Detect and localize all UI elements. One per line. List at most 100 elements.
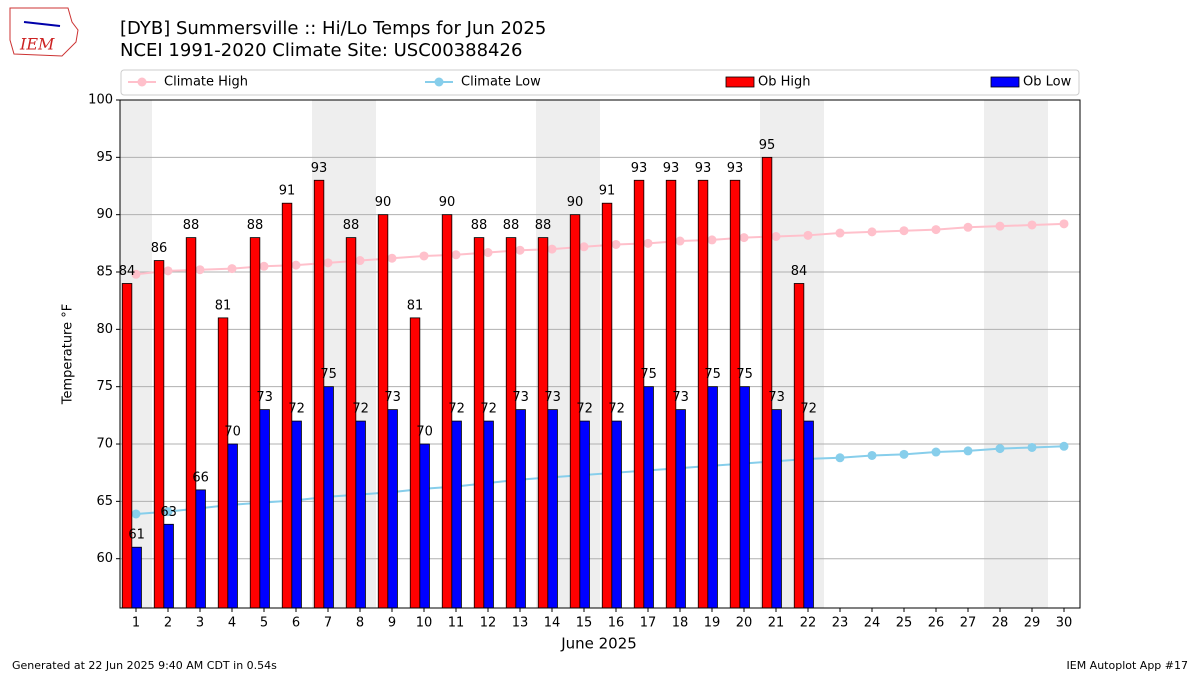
value-label: 90 bbox=[567, 195, 584, 210]
bar bbox=[729, 179, 741, 608]
point bbox=[131, 509, 141, 519]
x-tick-label: 16 bbox=[608, 616, 625, 631]
x-tick-label: 6 bbox=[292, 616, 300, 631]
x-tick-label: 13 bbox=[512, 616, 529, 631]
point bbox=[419, 251, 429, 261]
bar bbox=[579, 420, 590, 608]
bar bbox=[793, 283, 805, 608]
weekend-shade bbox=[1016, 100, 1048, 608]
point bbox=[1027, 442, 1037, 452]
value-label: 72 bbox=[576, 402, 593, 417]
point bbox=[963, 446, 973, 456]
point bbox=[579, 242, 589, 252]
point bbox=[547, 244, 557, 254]
value-label: 72 bbox=[608, 402, 625, 417]
value-label: 75 bbox=[736, 367, 753, 382]
y-axis-label: Temperature °F bbox=[61, 304, 76, 405]
point bbox=[899, 226, 909, 236]
point bbox=[931, 447, 941, 457]
x-tick-label: 5 bbox=[260, 616, 268, 631]
point bbox=[611, 239, 621, 249]
bar bbox=[633, 179, 645, 608]
bar bbox=[131, 546, 142, 608]
axes-frame bbox=[119, 99, 1081, 609]
value-label: 90 bbox=[375, 195, 392, 210]
point bbox=[867, 227, 877, 237]
bar bbox=[665, 179, 677, 608]
logo-line bbox=[23, 21, 61, 27]
point bbox=[355, 256, 365, 266]
value-label: 72 bbox=[480, 402, 497, 417]
value-label: 81 bbox=[407, 298, 424, 313]
bar bbox=[355, 420, 366, 608]
bar bbox=[505, 237, 517, 608]
x-tick-label: 19 bbox=[704, 616, 721, 631]
bar bbox=[377, 214, 389, 608]
x-tick-label: 26 bbox=[928, 616, 945, 631]
x-axis-label: June 2025 bbox=[560, 635, 637, 653]
point bbox=[387, 253, 397, 263]
bar bbox=[537, 237, 549, 608]
value-label: 73 bbox=[256, 390, 273, 405]
bar bbox=[345, 237, 357, 608]
chart-subtitle: NCEI 1991-2020 Climate Site: USC00388426 bbox=[120, 40, 522, 61]
point bbox=[643, 238, 653, 248]
logo: IEM bbox=[9, 7, 79, 57]
legend-marker bbox=[137, 77, 147, 87]
y-tick-label: 65 bbox=[96, 494, 113, 509]
point bbox=[707, 235, 717, 245]
x-tick-label: 11 bbox=[448, 616, 465, 631]
footer-left: Generated at 22 Jun 2025 9:40 AM CDT in … bbox=[12, 659, 277, 672]
x-tick-label: 4 bbox=[228, 616, 236, 631]
x-tick-label: 7 bbox=[324, 616, 332, 631]
x-tick-label: 25 bbox=[896, 616, 913, 631]
legend-label: Ob High bbox=[758, 75, 811, 90]
point bbox=[963, 222, 973, 232]
value-label: 93 bbox=[311, 161, 328, 176]
value-label: 73 bbox=[384, 390, 401, 405]
point bbox=[131, 269, 141, 279]
bar bbox=[249, 237, 261, 608]
y-tick-label: 75 bbox=[96, 379, 113, 394]
point bbox=[899, 449, 909, 459]
value-label: 88 bbox=[183, 218, 200, 233]
value-label: 63 bbox=[160, 505, 177, 520]
bar bbox=[739, 386, 750, 608]
x-tick-label: 1 bbox=[132, 616, 140, 631]
bar bbox=[611, 420, 622, 608]
y-tick-label: 85 bbox=[96, 265, 113, 280]
point bbox=[931, 225, 941, 235]
value-label: 61 bbox=[128, 528, 145, 543]
point bbox=[259, 261, 269, 271]
value-label: 75 bbox=[320, 367, 337, 382]
value-label: 73 bbox=[672, 390, 689, 405]
x-tick-label: 21 bbox=[768, 616, 785, 631]
value-label: 72 bbox=[448, 402, 465, 417]
value-label: 73 bbox=[768, 390, 785, 405]
bar bbox=[601, 202, 613, 608]
y-tick-label: 90 bbox=[96, 207, 113, 222]
plot-area bbox=[120, 100, 1080, 608]
value-label: 73 bbox=[512, 390, 529, 405]
bar bbox=[259, 409, 270, 608]
point bbox=[1059, 441, 1069, 451]
point bbox=[515, 245, 525, 255]
point bbox=[803, 230, 813, 240]
bar bbox=[515, 409, 526, 608]
logo-text: IEM bbox=[19, 35, 55, 54]
legend-label: Climate High bbox=[164, 75, 248, 90]
y-tick-label: 80 bbox=[96, 322, 113, 337]
x-tick-label: 9 bbox=[388, 616, 396, 631]
y-tick-label: 100 bbox=[88, 93, 113, 108]
bar bbox=[217, 317, 229, 608]
x-tick-label: 3 bbox=[196, 616, 204, 631]
weekend-shade bbox=[984, 100, 1016, 608]
value-label: 91 bbox=[599, 184, 616, 199]
value-label: 81 bbox=[215, 298, 232, 313]
point bbox=[995, 444, 1005, 454]
x-tick-label: 18 bbox=[672, 616, 689, 631]
value-label: 73 bbox=[544, 390, 561, 405]
value-label: 88 bbox=[471, 218, 488, 233]
bar bbox=[195, 489, 206, 608]
